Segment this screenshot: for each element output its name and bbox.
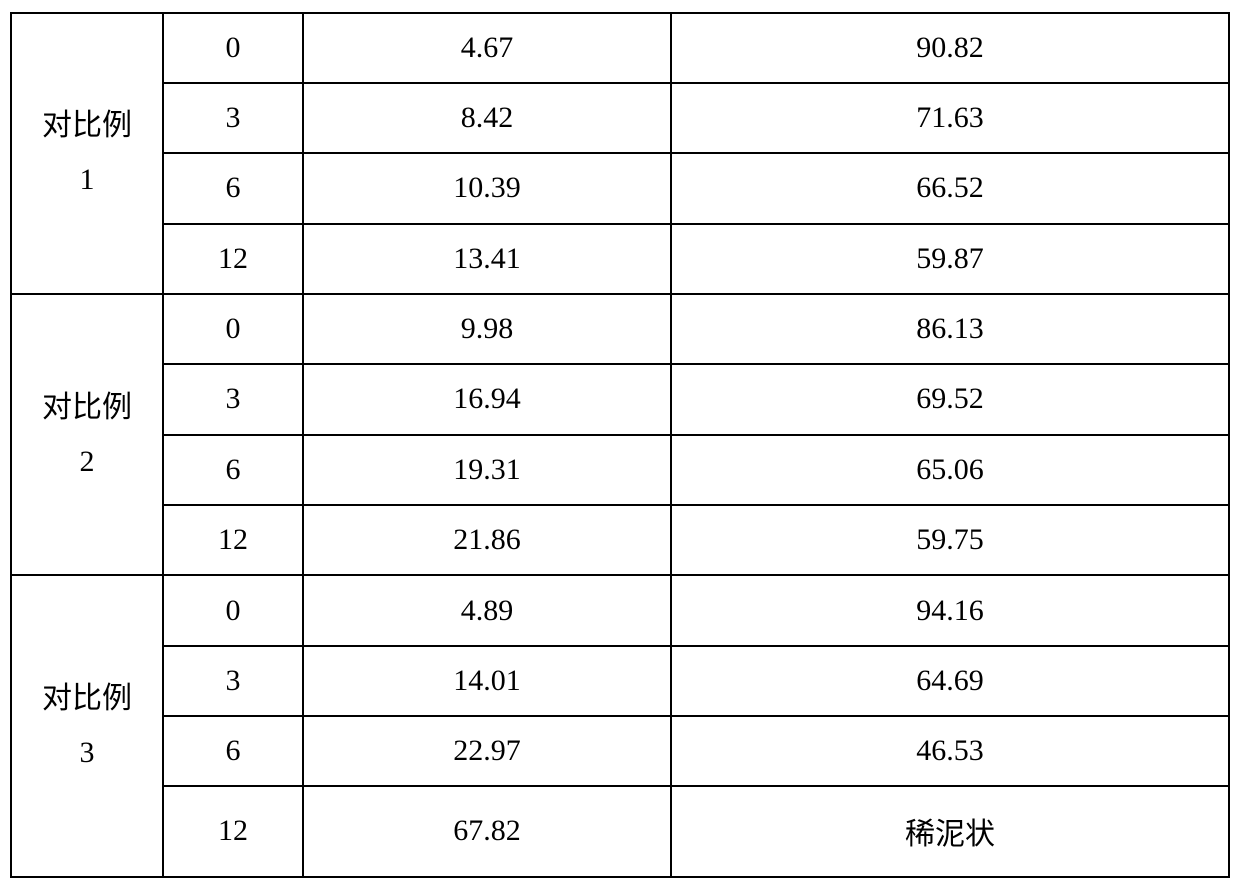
table-row: 6 22.97 46.53 <box>11 716 1229 786</box>
cell-value1: 10.39 <box>303 153 671 223</box>
cell-time: 6 <box>163 716 303 786</box>
cell-time: 0 <box>163 13 303 83</box>
table-row: 对比例 3 0 4.89 94.16 <box>11 575 1229 645</box>
cell-time: 3 <box>163 646 303 716</box>
group-label-cell: 对比例 3 <box>11 575 163 876</box>
cell-value1: 16.94 <box>303 364 671 434</box>
cell-value2: 65.06 <box>671 435 1229 505</box>
cell-time: 12 <box>163 786 303 876</box>
cell-value2: 69.52 <box>671 364 1229 434</box>
cell-value2: 86.13 <box>671 294 1229 364</box>
cell-time: 6 <box>163 153 303 223</box>
cell-value2: 59.87 <box>671 224 1229 294</box>
cell-value1: 13.41 <box>303 224 671 294</box>
cell-value2: 59.75 <box>671 505 1229 575</box>
cell-value2: 71.63 <box>671 83 1229 153</box>
cell-value1: 21.86 <box>303 505 671 575</box>
cell-value1: 9.98 <box>303 294 671 364</box>
group-label-line1: 对比例 <box>42 682 132 715</box>
cell-value2: 90.82 <box>671 13 1229 83</box>
cell-time: 12 <box>163 505 303 575</box>
cell-time: 6 <box>163 435 303 505</box>
cell-value2: 66.52 <box>671 153 1229 223</box>
cell-time: 3 <box>163 364 303 434</box>
group-label-cell: 对比例 1 <box>11 13 163 294</box>
table-row: 12 13.41 59.87 <box>11 224 1229 294</box>
group-label-cell: 对比例 2 <box>11 294 163 575</box>
group-label-line1: 对比例 <box>42 109 132 142</box>
table-row: 3 16.94 69.52 <box>11 364 1229 434</box>
cell-value1: 67.82 <box>303 786 671 876</box>
cell-value2: 64.69 <box>671 646 1229 716</box>
table-body: 对比例 1 0 4.67 90.82 3 8.42 71.63 6 10.39 … <box>11 13 1229 877</box>
group-label-line2: 2 <box>80 445 95 478</box>
cell-value1: 14.01 <box>303 646 671 716</box>
table-row: 6 19.31 65.06 <box>11 435 1229 505</box>
table-row: 对比例 1 0 4.67 90.82 <box>11 13 1229 83</box>
cell-value1: 4.89 <box>303 575 671 645</box>
cell-value1: 8.42 <box>303 83 671 153</box>
cell-time: 12 <box>163 224 303 294</box>
group-label-line2: 3 <box>80 736 95 769</box>
group-label-line2: 1 <box>80 163 95 196</box>
table-row: 6 10.39 66.52 <box>11 153 1229 223</box>
cell-value2: 94.16 <box>671 575 1229 645</box>
cell-value2: 46.53 <box>671 716 1229 786</box>
cell-time: 3 <box>163 83 303 153</box>
cell-value2: 稀泥状 <box>671 786 1229 876</box>
table-row: 对比例 2 0 9.98 86.13 <box>11 294 1229 364</box>
cell-value1: 22.97 <box>303 716 671 786</box>
cell-value1: 19.31 <box>303 435 671 505</box>
table-row: 12 67.82 稀泥状 <box>11 786 1229 876</box>
table-row: 12 21.86 59.75 <box>11 505 1229 575</box>
data-table: 对比例 1 0 4.67 90.82 3 8.42 71.63 6 10.39 … <box>10 12 1230 878</box>
table-row: 3 8.42 71.63 <box>11 83 1229 153</box>
group-label-line1: 对比例 <box>42 391 132 424</box>
cell-time: 0 <box>163 294 303 364</box>
cell-value1: 4.67 <box>303 13 671 83</box>
cell-time: 0 <box>163 575 303 645</box>
table-row: 3 14.01 64.69 <box>11 646 1229 716</box>
